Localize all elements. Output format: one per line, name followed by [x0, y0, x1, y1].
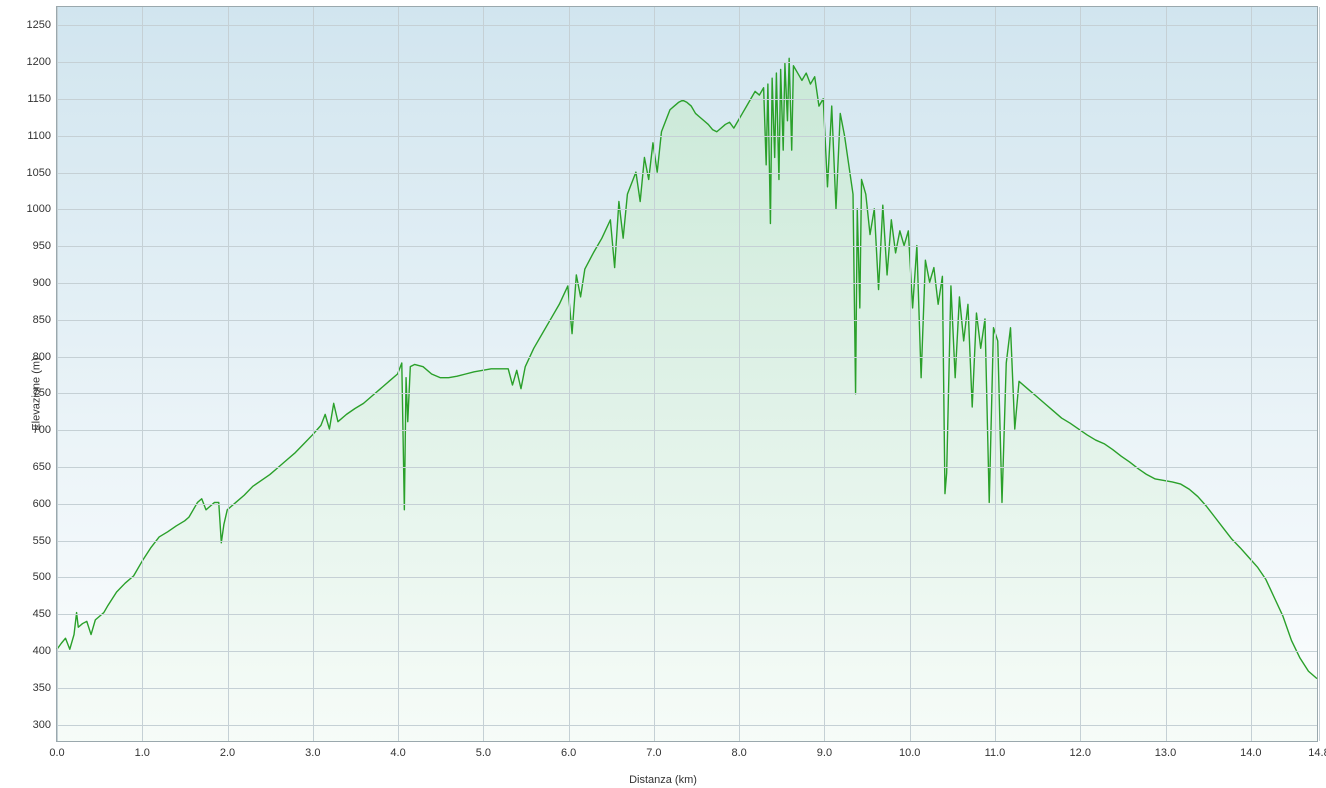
gridline-vertical	[228, 7, 229, 741]
x-tick-label: 13.0	[1155, 741, 1176, 759]
y-tick-label: 800	[33, 351, 57, 363]
y-tick-label: 650	[33, 461, 57, 473]
gridline-horizontal	[57, 136, 1317, 137]
y-tick-label: 450	[33, 608, 57, 620]
gridline-horizontal	[57, 173, 1317, 174]
gridline-vertical	[57, 7, 58, 741]
x-tick-label: 11.0	[985, 741, 1006, 759]
x-tick-label: 3.0	[305, 741, 320, 759]
gridline-horizontal	[57, 504, 1317, 505]
x-tick-label: 7.0	[646, 741, 661, 759]
x-tick-label: 12.0	[1070, 741, 1091, 759]
gridline-horizontal	[57, 393, 1317, 394]
plot-area[interactable]: 3003504004505005506006507007508008509009…	[56, 6, 1318, 742]
elevation-series	[57, 7, 1317, 741]
y-tick-label: 950	[33, 240, 57, 252]
y-tick-label: 700	[33, 424, 57, 436]
x-tick-label: 0.0	[49, 741, 64, 759]
y-tick-label: 500	[33, 571, 57, 583]
gridline-vertical	[995, 7, 996, 741]
y-tick-label: 1050	[27, 167, 57, 179]
gridline-vertical	[398, 7, 399, 741]
x-tick-label: 1.0	[135, 741, 150, 759]
gridline-vertical	[739, 7, 740, 741]
gridline-vertical	[1319, 7, 1320, 741]
x-tick-label: 14.8	[1308, 741, 1326, 759]
gridline-vertical	[1080, 7, 1081, 741]
y-tick-label: 350	[33, 682, 57, 694]
gridline-horizontal	[57, 688, 1317, 689]
gridline-vertical	[654, 7, 655, 741]
x-tick-label: 4.0	[390, 741, 405, 759]
gridline-horizontal	[57, 283, 1317, 284]
gridline-horizontal	[57, 99, 1317, 100]
gridline-vertical	[313, 7, 314, 741]
x-tick-label: 6.0	[561, 741, 576, 759]
gridline-vertical	[910, 7, 911, 741]
gridline-vertical	[142, 7, 143, 741]
gridline-horizontal	[57, 25, 1317, 26]
gridline-horizontal	[57, 209, 1317, 210]
gridline-horizontal	[57, 320, 1317, 321]
gridline-horizontal	[57, 246, 1317, 247]
y-tick-label: 1100	[27, 130, 57, 142]
elevation-chart: Elevazione (m) Distanza (km) 30035040045…	[0, 0, 1326, 788]
gridline-horizontal	[57, 467, 1317, 468]
gridline-horizontal	[57, 62, 1317, 63]
gridline-horizontal	[57, 614, 1317, 615]
y-tick-label: 750	[33, 387, 57, 399]
y-tick-label: 1000	[27, 203, 57, 215]
x-tick-label: 8.0	[732, 741, 747, 759]
gridline-vertical	[1166, 7, 1167, 741]
x-tick-label: 5.0	[476, 741, 491, 759]
x-tick-label: 10.0	[899, 741, 920, 759]
gridline-horizontal	[57, 577, 1317, 578]
gridline-horizontal	[57, 357, 1317, 358]
gridline-horizontal	[57, 430, 1317, 431]
gridline-horizontal	[57, 651, 1317, 652]
y-tick-label: 400	[33, 645, 57, 657]
y-tick-label: 1250	[27, 19, 57, 31]
gridline-vertical	[569, 7, 570, 741]
gridline-vertical	[824, 7, 825, 741]
gridline-horizontal	[57, 725, 1317, 726]
gridline-horizontal	[57, 541, 1317, 542]
elevation-area-fill	[57, 58, 1317, 741]
y-tick-label: 550	[33, 535, 57, 547]
y-tick-label: 900	[33, 277, 57, 289]
x-tick-label: 14.0	[1240, 741, 1261, 759]
y-tick-label: 1150	[27, 93, 57, 105]
y-tick-label: 850	[33, 314, 57, 326]
y-tick-label: 600	[33, 498, 57, 510]
x-tick-label: 9.0	[817, 741, 832, 759]
y-tick-label: 1200	[27, 56, 57, 68]
x-tick-label: 2.0	[220, 741, 235, 759]
gridline-vertical	[483, 7, 484, 741]
gridline-vertical	[1251, 7, 1252, 741]
x-axis-label: Distanza (km)	[0, 774, 1326, 786]
y-tick-label: 300	[33, 719, 57, 731]
